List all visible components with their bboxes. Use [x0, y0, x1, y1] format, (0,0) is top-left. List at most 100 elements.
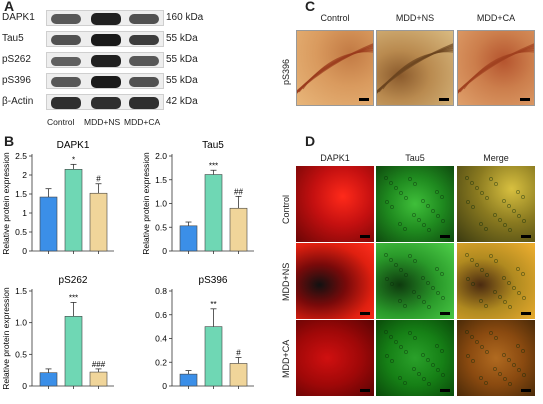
- bar: [229, 363, 248, 387]
- bar-chart: Tau5 Relative protein expression 0 0.5 1.0 1.…: [141, 140, 254, 256]
- ihc-tissue-texture: [458, 43, 534, 94]
- scale-bar: [360, 389, 370, 392]
- ihc-tissue-texture: [297, 43, 373, 94]
- if-row-label: MDD+CA: [281, 339, 291, 378]
- scale-bar: [520, 98, 530, 101]
- blot-strip: [46, 52, 164, 68]
- blot-band: [129, 97, 159, 109]
- ihc-column-title: Control: [320, 13, 350, 23]
- blot-strip: [46, 10, 164, 26]
- y-tick-label: 2.5: [15, 151, 27, 161]
- blot-strip: [46, 31, 164, 47]
- if-cell-texture: [384, 253, 445, 309]
- if-image: [457, 243, 535, 319]
- significance-label: ***: [209, 161, 218, 170]
- y-tick-label: 0: [22, 381, 27, 391]
- bar: [64, 316, 83, 387]
- y-tick-label: 0.4: [155, 334, 167, 344]
- if-column-title: Merge: [483, 153, 509, 163]
- blot-row-label: pS396: [2, 75, 31, 86]
- blot-row-label: β-Actin: [2, 96, 34, 107]
- y-tick-label: 0.6: [155, 310, 167, 320]
- blot-band: [91, 55, 121, 67]
- bar-chart: pS262 Relative protein expression 0 0.5 1.0 1…: [1, 275, 114, 391]
- scale-bar: [440, 235, 450, 238]
- blot-condition-label: Control: [47, 117, 75, 127]
- if-row-label: MDD+NS: [281, 262, 291, 301]
- if-image: [376, 166, 454, 242]
- if-cell-texture: [465, 330, 526, 386]
- scale-bar: [360, 312, 370, 315]
- if-cell-texture: [296, 166, 374, 242]
- if-image: [457, 320, 535, 396]
- y-tick-label: 0.5: [15, 227, 27, 237]
- chart-title: pS262: [59, 275, 88, 286]
- blot-kda-label: 160 kDa: [166, 12, 204, 23]
- bar-chart: pS396 0 0.2 0.4 0.6 0.8 ** #: [155, 275, 254, 391]
- blot-condition-label: MDD+NS: [84, 117, 121, 127]
- bar: [89, 371, 108, 387]
- bar: [89, 192, 108, 252]
- blot-band: [91, 97, 121, 109]
- blot-band: [51, 56, 81, 66]
- y-tick-label: 0.8: [155, 286, 167, 296]
- bar: [64, 168, 83, 252]
- significance-label: **: [210, 300, 216, 309]
- blot-row-label: pS262: [2, 54, 31, 65]
- blot-kda-label: 55 kDa: [166, 54, 198, 65]
- ihc-image: [296, 30, 374, 106]
- blot-kda-label: 42 kDa: [166, 96, 198, 107]
- panel-label-c: C: [305, 0, 316, 14]
- y-tick-label: 1.5: [15, 189, 27, 199]
- chart-ylabel: Relative protein expression: [1, 152, 11, 255]
- bar: [39, 372, 58, 387]
- blot-row-label: DAPK1: [2, 12, 35, 23]
- bar-chart: DAPK1 Relative protein expression 0 0.5 1 1.5…: [1, 140, 114, 256]
- scale-bar: [521, 312, 531, 315]
- blot-band: [51, 14, 81, 24]
- chart-title: Tau5: [202, 140, 224, 151]
- blot-band: [91, 13, 121, 25]
- panel-label-a: A: [4, 0, 15, 14]
- chart-ylabel: Relative protein expression: [1, 287, 11, 390]
- chart-title: pS396: [199, 275, 228, 286]
- bar-charts-panel: DAPK1 Relative protein expression 0 0.5 1 1.5…: [1, 140, 254, 391]
- scale-bar: [521, 235, 531, 238]
- if-cell-texture: [296, 243, 374, 319]
- ihc-column-title: MDD+NS: [395, 13, 435, 23]
- scale-bar: [360, 235, 370, 238]
- if-cell-texture: [465, 253, 526, 309]
- y-tick-label: 1.0: [15, 318, 27, 328]
- y-tick-label: 2.0: [155, 151, 167, 161]
- if-column-title: DAPK1: [320, 153, 350, 163]
- if-cell-texture: [296, 320, 374, 396]
- chart-title: DAPK1: [57, 140, 90, 151]
- ihc-image: [457, 30, 535, 106]
- y-tick-label: 2: [22, 170, 27, 180]
- blot-row-label: Tau5: [2, 33, 24, 44]
- bar: [39, 196, 58, 252]
- y-tick-label: 1.5: [15, 286, 27, 296]
- scale-bar: [359, 98, 369, 101]
- significance-label: ###: [92, 360, 106, 369]
- ihc-image: [376, 30, 454, 106]
- if-image: [296, 243, 374, 319]
- y-tick-label: 1.0: [155, 199, 167, 209]
- blot-kda-label: 55 kDa: [166, 33, 198, 44]
- bar: [229, 207, 248, 252]
- panel-label-b: B: [4, 133, 15, 149]
- blot-band: [91, 34, 121, 46]
- blot-band: [129, 34, 159, 46]
- y-tick-label: 1: [22, 208, 27, 218]
- y-tick-label: 0.5: [155, 222, 167, 232]
- blot-band: [129, 77, 159, 87]
- ihc-tissue-texture: [377, 43, 453, 94]
- if-cell-texture: [384, 176, 445, 232]
- y-tick-label: 1.5: [155, 175, 167, 185]
- if-image: [376, 320, 454, 396]
- significance-label: ***: [69, 293, 78, 302]
- y-tick-label: 0: [162, 246, 167, 256]
- ihc-column-title: MDD+CA: [476, 13, 516, 23]
- if-row-label: Control: [281, 194, 291, 224]
